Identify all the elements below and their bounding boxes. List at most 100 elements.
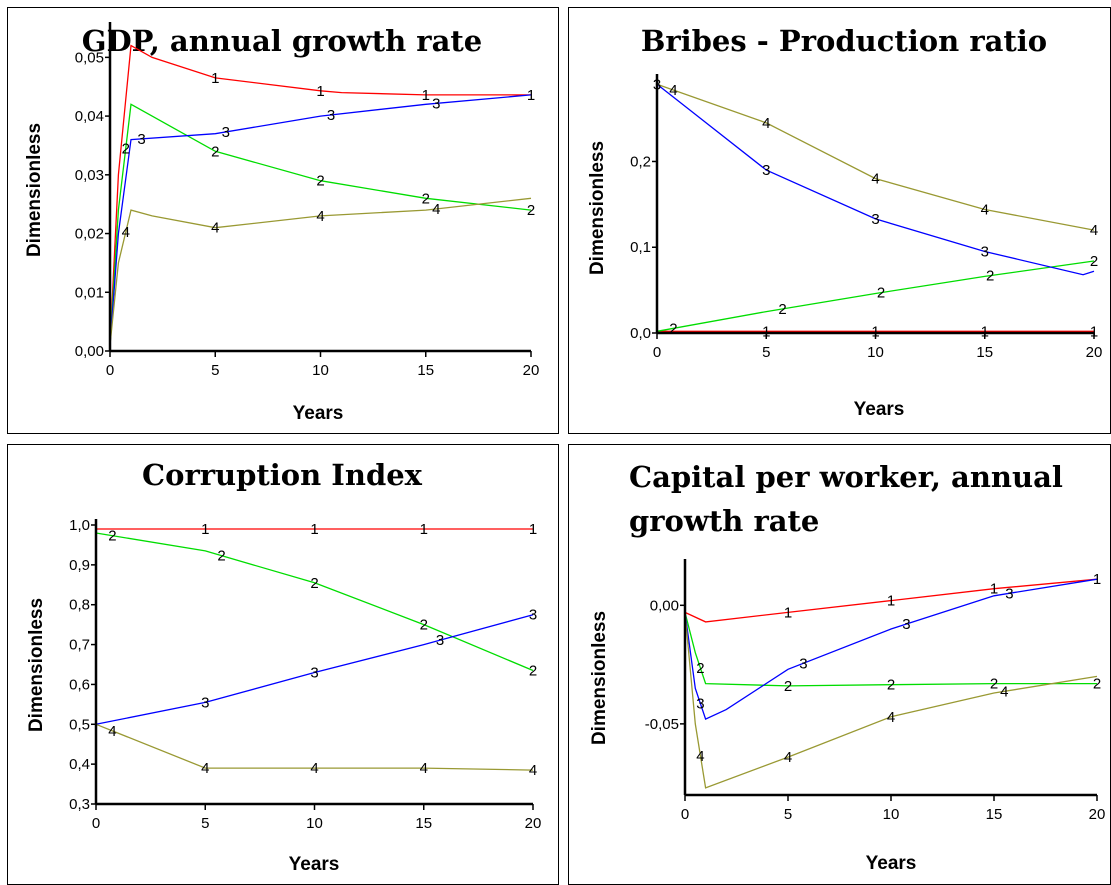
series-marker-2: 2 [696, 660, 704, 677]
series-marker-4: 4 [432, 201, 440, 218]
x-tick-label: 15 [415, 815, 432, 832]
y-tick-label: 0,04 [75, 108, 104, 125]
series-marker-2: 2 [316, 173, 324, 190]
series-marker-2: 2 [108, 528, 116, 545]
series-marker-2: 2 [1093, 676, 1101, 693]
chart-panel-gdp-growth: GDP, annual growth rate 1 1 1 1 2 2 2 2 2 3 3 3 3 4 4 4 4… [7, 7, 559, 434]
series-marker-2: 2 [986, 268, 994, 285]
series-marker-4: 4 [211, 220, 219, 237]
series-marker-1: 1 [990, 581, 998, 598]
series-marker-4: 4 [669, 82, 677, 99]
x-tick-label: 0 [106, 362, 114, 379]
y-tick-label: 0,02 [75, 226, 104, 243]
x-tick-label: 10 [867, 344, 884, 361]
series-marker-3: 3 [436, 632, 444, 649]
y-axis-label: Dimensionless [587, 141, 608, 275]
x-tick-label: 15 [417, 362, 434, 379]
series-line-4 [109, 197, 532, 346]
series-marker-3: 3 [799, 655, 807, 672]
series-line-3 [656, 83, 1095, 276]
x-tick-label: 0 [653, 344, 661, 361]
chart-title-line: Corruption Index [142, 458, 423, 492]
series-marker-4: 4 [762, 115, 770, 132]
chart-title-line: Bribes - Production ratio [641, 24, 1047, 58]
y-tick-label: 0,05 [75, 49, 104, 66]
chart-capital-per-worker: Capital per worker, annual growth rate 1 1 1… [589, 460, 1105, 874]
x-tick-label: 5 [784, 806, 792, 823]
series-marker-3: 3 [902, 616, 910, 633]
series-marker-4: 4 [420, 760, 428, 777]
series-line-1 [109, 44, 531, 346]
series-marker-3: 3 [529, 607, 537, 624]
y-tick-label: 0,1 [630, 239, 651, 256]
series-marker-1: 1 [201, 521, 209, 538]
series-marker-4: 4 [108, 723, 116, 740]
series-marker-4: 4 [529, 762, 537, 779]
series-marker-3: 3 [1005, 585, 1013, 602]
series-line-2 [656, 260, 1095, 332]
x-tick-label: 10 [312, 362, 329, 379]
series-marker-3: 3 [310, 665, 318, 682]
series-marker-3: 3 [201, 694, 209, 711]
series-marker-4: 4 [871, 171, 879, 188]
series-marker-1: 1 [316, 83, 324, 100]
series-marker-2: 2 [887, 677, 895, 694]
series-marker-1: 1 [529, 521, 537, 538]
series-marker-3: 3 [432, 95, 440, 112]
series-marker-3: 3 [981, 244, 989, 261]
series-marker-2: 2 [422, 190, 430, 207]
x-axis-label: Years [854, 399, 905, 420]
series-marker-3: 3 [327, 107, 335, 124]
y-tick-label: 0,0 [630, 325, 651, 342]
series-marker-2: 2 [529, 663, 537, 680]
chart-bribes-production: Bribes - Production ratio111122222333344… [587, 24, 1103, 420]
series-line-4 [656, 83, 1095, 231]
series-marker-2: 2 [527, 202, 535, 219]
series-line-2 [684, 612, 1097, 687]
x-tick-label: 20 [523, 362, 540, 379]
x-tick-label: 10 [306, 815, 323, 832]
x-tick-label: 10 [883, 806, 900, 823]
y-tick-label: 0,7 [69, 637, 90, 654]
chart-panel-capital-per-worker: Capital per worker, annual growth rate 1 1 1… [568, 444, 1111, 885]
x-tick-label: 15 [976, 344, 993, 361]
series-marker-4: 4 [1090, 222, 1098, 239]
series-marker-2: 2 [420, 617, 428, 634]
series-marker-3: 3 [137, 131, 145, 148]
y-tick-label: 0,01 [75, 284, 104, 301]
series-marker-4: 4 [784, 749, 792, 766]
series-marker-4: 4 [316, 208, 324, 225]
series-marker-2: 2 [310, 575, 318, 592]
y-tick-label: 1,0 [69, 517, 90, 534]
y-tick-label: 0,5 [69, 716, 90, 733]
series-marker-4: 4 [201, 760, 209, 777]
series-marker-2: 2 [217, 548, 225, 565]
y-tick-label: 0,3 [69, 796, 90, 813]
y-tick-label: 0,4 [69, 756, 90, 773]
series-line-2 [95, 532, 534, 672]
x-tick-label: 20 [1086, 344, 1103, 361]
series-line-3 [95, 614, 534, 725]
series-marker-4: 4 [981, 202, 989, 219]
y-tick-label: 0,9 [69, 557, 90, 574]
x-axis-label: Years [289, 854, 340, 875]
y-tick-label: 0,00 [650, 597, 679, 614]
series-line-4 [684, 612, 1098, 789]
y-axis-label: Dimensionless [589, 611, 610, 745]
series-line-4 [95, 723, 534, 771]
series-marker-4: 4 [887, 709, 895, 726]
series-marker-4: 4 [310, 760, 318, 777]
series-marker-1: 1 [422, 87, 430, 104]
series-marker-1: 1 [887, 593, 895, 610]
y-axis-label: Dimensionless [26, 598, 47, 732]
series-marker-2: 2 [877, 285, 885, 302]
series-line-2 [109, 103, 532, 346]
series-line-3 [684, 578, 1098, 720]
series-marker-3: 3 [222, 124, 230, 141]
series-marker-1: 1 [1093, 571, 1101, 588]
series-marker-4: 4 [122, 224, 130, 241]
series-marker-3: 3 [696, 696, 704, 713]
x-tick-label: 15 [986, 806, 1003, 823]
